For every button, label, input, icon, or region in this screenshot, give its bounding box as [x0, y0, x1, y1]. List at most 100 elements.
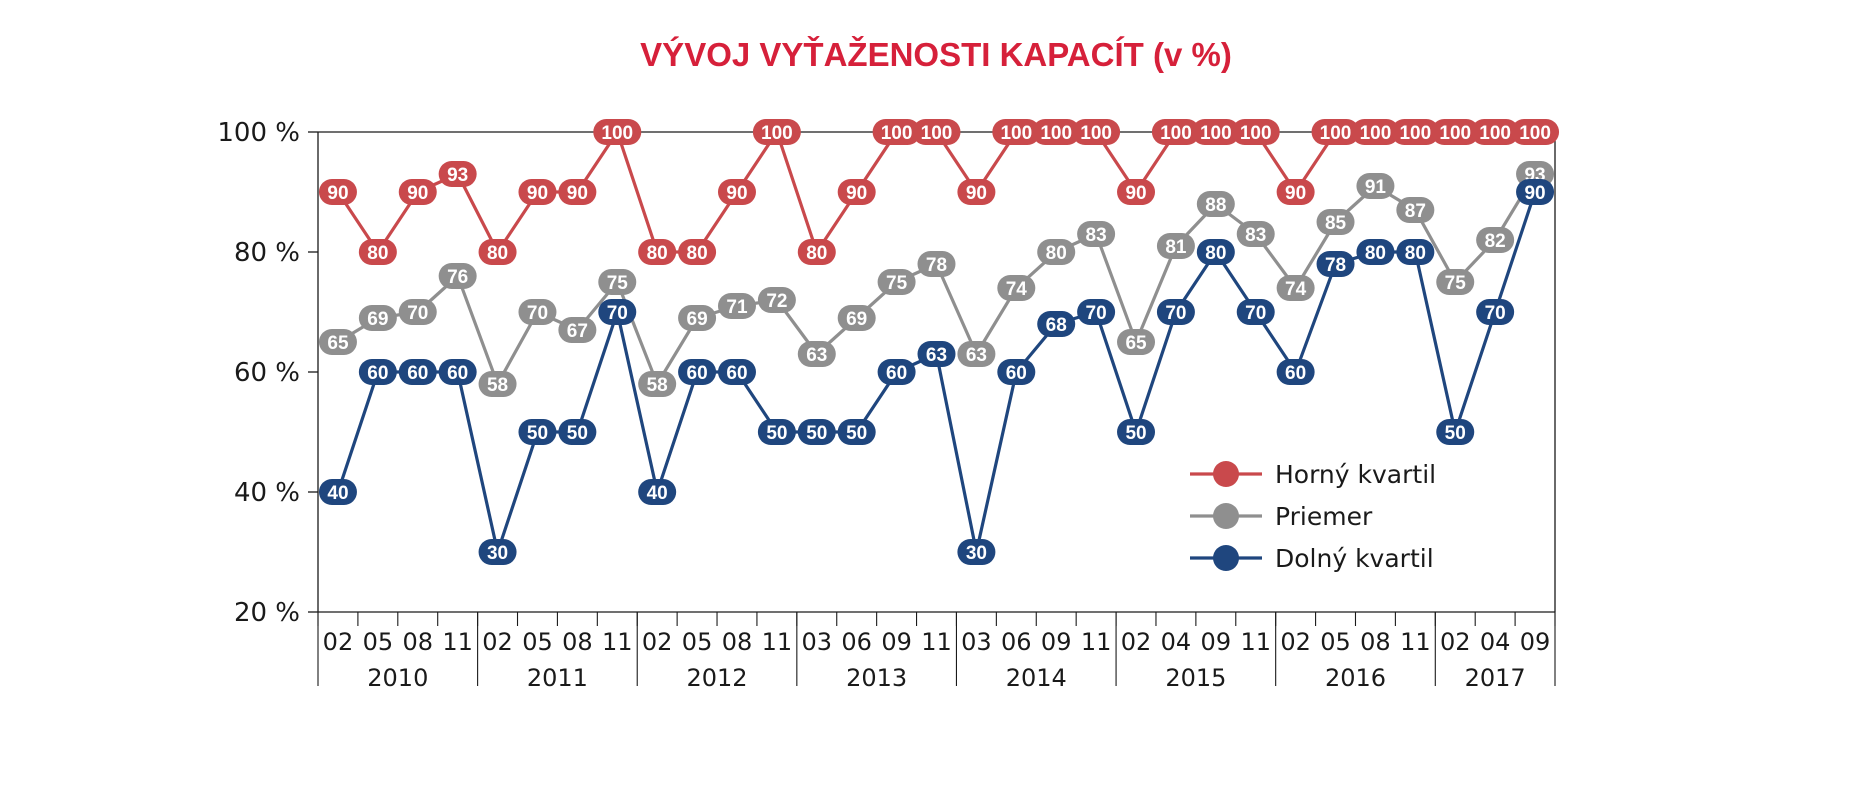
legend-marker — [1213, 545, 1239, 571]
data-point — [593, 119, 642, 145]
data-point — [558, 317, 597, 343]
data-label: 40 — [327, 483, 348, 504]
data-point — [837, 419, 876, 445]
data-point — [318, 329, 357, 355]
data-label: 100 — [1479, 123, 1511, 144]
x-tick-label: 11 — [442, 628, 473, 656]
data-point — [358, 239, 397, 265]
data-label: 90 — [1125, 183, 1146, 204]
chart-title: VÝVOJ VYŤAŽENOSTI KAPACÍT (v %) — [640, 36, 1232, 73]
data-label: 80 — [1205, 243, 1226, 264]
data-label: 69 — [846, 309, 867, 330]
data-label: 50 — [846, 423, 867, 444]
data-point — [398, 359, 437, 385]
x-tick-label: 05 — [1320, 628, 1351, 656]
data-point — [757, 287, 796, 313]
data-label: 78 — [926, 255, 947, 276]
data-point — [1037, 239, 1076, 265]
data-point — [717, 179, 756, 205]
data-point — [398, 179, 437, 205]
data-point — [1316, 209, 1355, 235]
data-point — [1476, 299, 1515, 325]
data-point — [598, 269, 637, 295]
data-label: 83 — [1086, 225, 1107, 246]
data-label: 80 — [1405, 243, 1426, 264]
data-label: 100 — [1040, 123, 1072, 144]
data-label: 83 — [1245, 225, 1266, 246]
data-label: 70 — [607, 303, 628, 324]
data-label: 58 — [647, 375, 668, 396]
legend-marker — [1213, 461, 1239, 487]
data-point — [478, 371, 517, 397]
data-point — [837, 305, 876, 331]
data-label: 100 — [921, 123, 953, 144]
legend-label: Priemer — [1275, 502, 1373, 531]
x-tick-label: 08 — [722, 628, 753, 656]
legend-label: Dolný kvartil — [1275, 544, 1434, 573]
y-tick-label: 80 % — [234, 238, 300, 268]
data-label: 75 — [886, 273, 908, 294]
data-label: 70 — [1485, 303, 1506, 324]
data-point — [1476, 227, 1515, 253]
x-tick-label: 11 — [1400, 628, 1431, 656]
x-tick-label: 05 — [522, 628, 553, 656]
data-label: 80 — [806, 243, 827, 264]
data-point — [558, 419, 597, 445]
x-tick-label: 02 — [642, 628, 673, 656]
data-label: 68 — [1046, 315, 1067, 336]
data-point — [1431, 119, 1480, 145]
x-tick-label: 08 — [1360, 628, 1391, 656]
data-point — [1356, 239, 1395, 265]
data-label: 69 — [687, 309, 708, 330]
data-point — [318, 479, 357, 505]
data-label: 76 — [447, 267, 468, 288]
x-tick-label: 11 — [921, 628, 952, 656]
x-tick-label: 05 — [363, 628, 394, 656]
data-point — [1276, 275, 1315, 301]
data-label: 71 — [726, 297, 748, 318]
data-point — [678, 359, 717, 385]
data-point — [398, 299, 437, 325]
data-label: 80 — [687, 243, 708, 264]
data-point — [358, 359, 397, 385]
data-label: 80 — [367, 243, 388, 264]
data-point — [752, 119, 801, 145]
data-label: 81 — [1165, 237, 1187, 258]
legend-label: Horný kvartil — [1275, 460, 1436, 489]
data-point — [1436, 269, 1475, 295]
data-point — [1077, 299, 1116, 325]
data-point — [1236, 221, 1275, 247]
year-label: 2015 — [1165, 664, 1226, 692]
data-label: 74 — [1285, 279, 1307, 300]
data-point — [1196, 191, 1235, 217]
data-label: 63 — [966, 345, 987, 366]
data-label: 88 — [1205, 195, 1226, 216]
data-label: 90 — [726, 183, 747, 204]
data-point — [438, 359, 477, 385]
data-label: 90 — [966, 183, 987, 204]
x-tick-label: 06 — [1001, 628, 1032, 656]
year-label: 2014 — [1006, 664, 1067, 692]
data-label: 80 — [1365, 243, 1386, 264]
y-tick-label: 20 % — [234, 598, 300, 628]
data-point — [1311, 119, 1360, 145]
data-label: 63 — [806, 345, 827, 366]
data-point — [638, 371, 677, 397]
data-label: 100 — [1399, 123, 1431, 144]
data-point — [358, 305, 397, 331]
axes: 100 % 80 % 60 % 40 % 20 % 02 05 08 11 02 05 08 11 02 0… — [217, 118, 1556, 692]
data-label: 60 — [687, 363, 708, 384]
data-label: 82 — [1485, 231, 1506, 252]
data-label: 60 — [1285, 363, 1306, 384]
data-point — [678, 239, 717, 265]
data-point — [1391, 119, 1440, 145]
data-point — [1156, 299, 1195, 325]
data-label: 60 — [367, 363, 388, 384]
data-point — [1511, 119, 1560, 145]
x-tick-label: 04 — [1480, 628, 1511, 656]
data-point — [957, 341, 996, 367]
data-point — [1032, 119, 1081, 145]
series-line — [336, 130, 1535, 254]
data-label: 58 — [487, 375, 508, 396]
data-label: 60 — [1006, 363, 1027, 384]
